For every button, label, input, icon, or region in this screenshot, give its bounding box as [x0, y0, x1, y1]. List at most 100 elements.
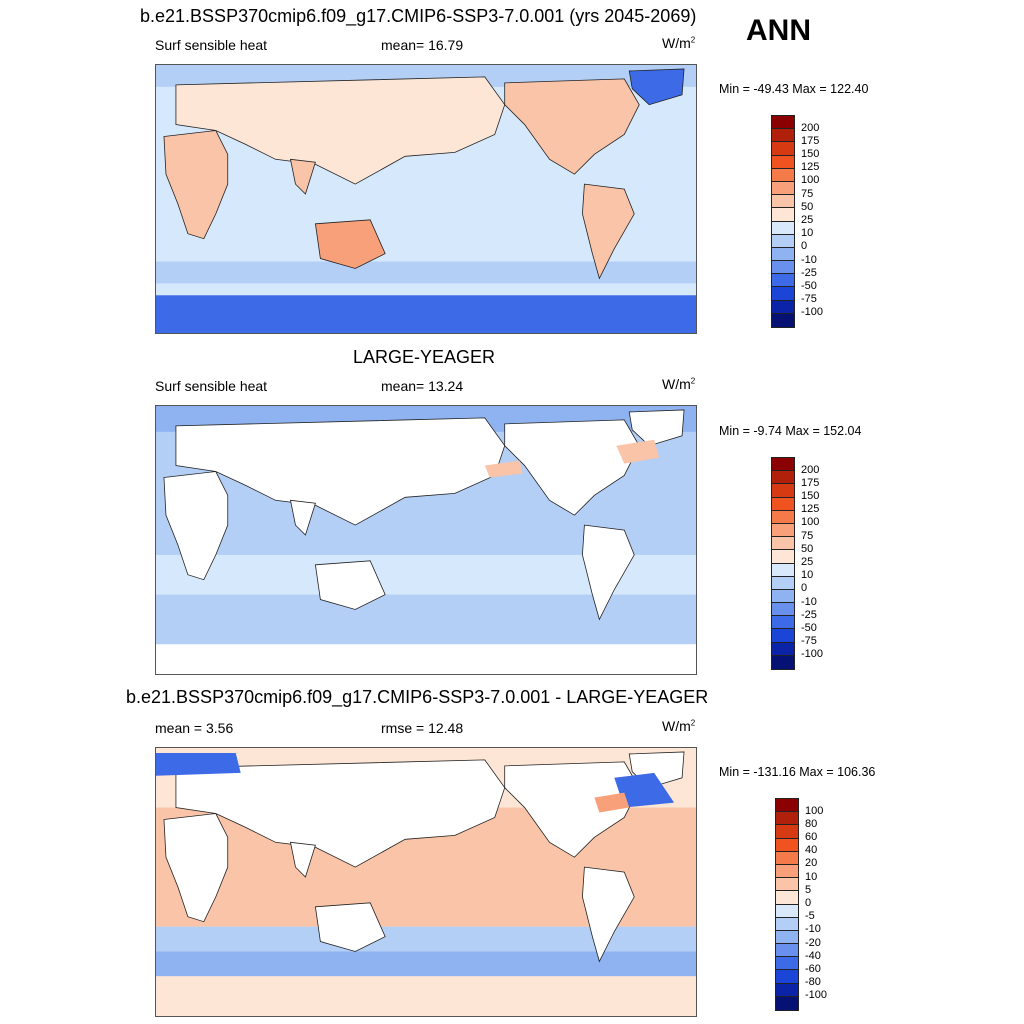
map-diff-svg	[156, 748, 696, 1016]
colorbar-diff-level-label: -60	[805, 962, 821, 975]
labrador-sea-patch	[614, 772, 675, 808]
colorbar-test-swatch	[772, 208, 794, 222]
colorbar-test-swatch	[772, 300, 794, 314]
colorbar-test-swatch	[772, 287, 794, 301]
colorbar-test-level-label: 200	[801, 121, 820, 134]
panel-test-minmax: Min = -49.43 Max = 122.40	[719, 82, 869, 96]
colorbar-obs-level-label: 75	[801, 529, 814, 542]
colorbar-obs-swatch	[772, 616, 794, 630]
north-america-land	[504, 78, 640, 175]
colorbar-test-level-label: 125	[801, 161, 820, 174]
panel-obs-title: LARGE-YEAGER	[353, 347, 496, 367]
colorbar-test-level-label: 75	[801, 187, 814, 200]
case-title: b.e21.BSSP370cmip6.f09_g17.CMIP6-SSP3-7.…	[140, 6, 697, 26]
north-america-land	[504, 761, 640, 858]
colorbar-test-level-label: -75	[801, 293, 817, 306]
colorbar-obs-level-label: 10	[801, 569, 814, 582]
colorbar-obs-level-label: 125	[801, 503, 820, 516]
colorbar-diff-swatch	[776, 812, 798, 826]
panel-diff-minmax: Min = -131.16 Max = 106.36	[719, 765, 876, 779]
india-land	[290, 158, 316, 195]
colorbar-diff-level-label: 100	[805, 804, 824, 817]
colorbar-test-swatch	[772, 313, 794, 327]
colorbar-diff-swatch	[776, 930, 798, 945]
colorbar-test-level-label: 10	[801, 227, 814, 240]
colorbar-test-level-label: -50	[801, 279, 817, 292]
colorbar-diff-swatch	[776, 878, 798, 892]
colorbar-diff-level-label: 40	[805, 844, 818, 857]
panel-obs-minmax: Min = -9.74 Max = 152.04	[719, 424, 862, 438]
india-land	[290, 841, 316, 878]
colorbar-obs-swatch	[772, 603, 794, 617]
colorbar-test-level-label: -25	[801, 266, 817, 279]
colorbar-test-swatch	[772, 221, 794, 235]
map-panel-test	[155, 64, 697, 334]
colorbar-test-swatch	[772, 155, 794, 169]
colorbar-obs-level-label: -100	[801, 648, 824, 661]
colorbar-diff-level-label: 20	[805, 857, 818, 870]
colorbar-diff-swatch	[776, 957, 798, 971]
colorbar-obs-level-label: -25	[801, 608, 817, 621]
colorbar-test-swatch	[772, 261, 794, 275]
antarctic-band	[156, 295, 696, 333]
colorbar-obs-level-label: 175	[801, 476, 820, 489]
greenland-land	[628, 409, 685, 447]
colorbar-test-swatch	[772, 116, 794, 130]
australia-land	[314, 902, 386, 952]
colorbar-obs-swatch	[772, 484, 794, 498]
colorbar-diff-swatch	[776, 891, 798, 905]
nordic-sea-patch	[156, 752, 241, 776]
colorbar-obs-swatch	[772, 589, 794, 604]
panel-diff-mean: mean = 3.56	[155, 720, 234, 736]
colorbar-diff-level-label: 80	[805, 817, 818, 830]
south-america-land	[582, 183, 635, 280]
colorbar-test-swatch	[772, 142, 794, 156]
panel-obs-variable: Surf sensible heat	[155, 378, 268, 394]
colorbar-obs-level-label: 0	[801, 582, 808, 595]
australia-land	[314, 219, 386, 269]
colorbar-diff-level-label: 60	[805, 831, 818, 844]
colorbar-diff-swatch	[776, 825, 798, 839]
colorbar-diff-swatch	[776, 851, 798, 865]
season-label: ANN	[746, 14, 811, 47]
colorbar-obs-swatch	[772, 629, 794, 643]
colorbar-test-swatch	[772, 129, 794, 143]
colorbar-diff-level-label: -100	[805, 989, 828, 1002]
colorbar-diff-level-label: -10	[805, 923, 821, 936]
australia-land	[314, 560, 386, 610]
panel-test-units: W/m2	[662, 35, 696, 51]
colorbar-obs-swatch	[772, 458, 794, 472]
colorbar-obs-swatches	[771, 457, 795, 670]
colorbar-obs-level-label: 100	[801, 516, 820, 529]
colorbar-obs-swatch	[772, 497, 794, 511]
colorbar-diff-swatch	[776, 970, 798, 984]
panel-diff-title: b.e21.BSSP370cmip6.f09_g17.CMIP6-SSP3-7.…	[126, 687, 709, 707]
colorbar-diff-swatch	[776, 983, 798, 997]
colorbar-test-swatch	[772, 195, 794, 209]
map-test-svg	[156, 65, 696, 333]
kuroshio-patch	[484, 460, 523, 478]
colorbar-obs-swatch	[772, 550, 794, 564]
colorbar-obs-swatch	[772, 563, 794, 577]
colorbar-test-swatch	[772, 234, 794, 248]
colorbar-test-level-label: 0	[801, 240, 808, 253]
colorbar-diff-swatch	[776, 864, 798, 879]
colorbar-diff-swatches	[775, 798, 799, 1011]
colorbar-test-level-label: 175	[801, 134, 820, 147]
colorbar-diff-level-label: -20	[805, 936, 821, 949]
colorbar-obs-level-label: 50	[801, 542, 814, 555]
south-america-land	[582, 524, 635, 621]
colorbar-test-level-label: -10	[801, 253, 817, 266]
colorbar-test-level-label: 50	[801, 200, 814, 213]
panel-diff-units: W/m2	[662, 718, 696, 734]
southern-band-2	[156, 951, 696, 977]
panel-test-variable: Surf sensible heat	[155, 37, 268, 53]
colorbar-obs-swatch	[772, 642, 794, 656]
colorbar-obs-level-label: -75	[801, 635, 817, 648]
colorbar-obs-level-label: 150	[801, 490, 820, 503]
colorbar-diff-level-label: -5	[805, 910, 815, 923]
colorbar-diff-swatch	[776, 917, 798, 931]
panel-obs-units: W/m2	[662, 376, 696, 392]
africa-land	[163, 130, 229, 240]
gulf-stream-patch	[594, 792, 630, 813]
